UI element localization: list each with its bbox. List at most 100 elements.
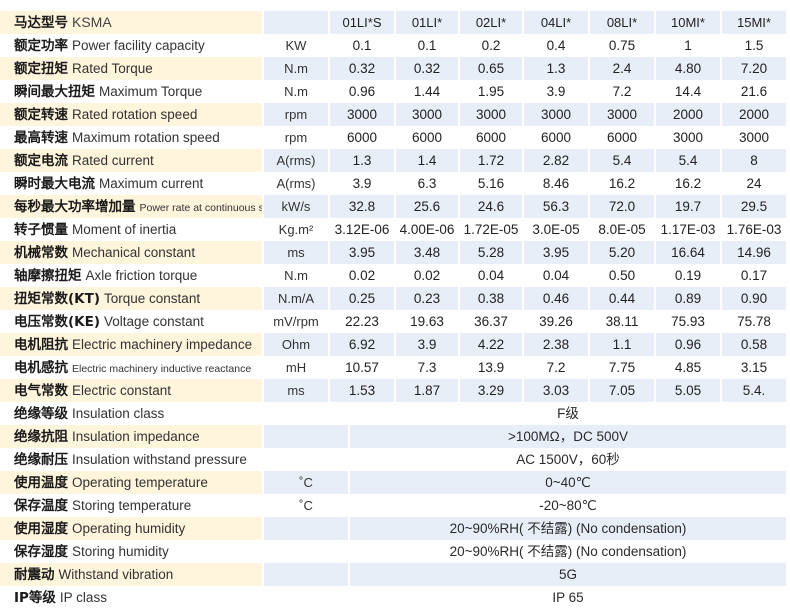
value-cell: 0.1	[330, 34, 394, 57]
unit-cell: N.m/A	[264, 287, 328, 310]
common-spec-row: 耐震动 Withstand vibration 5G	[0, 563, 790, 586]
row-label-en: Operating temperature	[72, 475, 208, 490]
value-cell: 0.02	[330, 264, 394, 287]
row-label-en: Mechanical constant	[72, 245, 196, 260]
row-label: 绝缘等级 Insulation class	[0, 402, 262, 425]
row-label: 使用湿度 Operating humidity	[0, 517, 262, 540]
value-cell: 3.9	[524, 80, 588, 103]
value-cell: 0.32	[330, 57, 394, 80]
row-label: 扭矩常数(KT) Torque constant	[0, 287, 262, 310]
value-cell: 0.46	[524, 287, 588, 310]
value-cell: 3.48	[396, 241, 458, 264]
common-spec-row: 保存温度 Storing temperature ˚C -20~80℃	[0, 494, 790, 517]
value-cell: 16.2	[656, 172, 720, 195]
row-label-en: Axle friction torque	[85, 268, 198, 283]
value-cell: 0.38	[460, 287, 522, 310]
value-cell: 1.72	[460, 149, 522, 172]
row-label-zh: 额定功率	[14, 38, 68, 54]
value-cell: 3.15	[722, 356, 786, 379]
row-label: 瞬间最大扭矩 Maximum Torque	[0, 80, 262, 103]
value-cell: 19.63	[396, 310, 458, 333]
common-spec-row: 使用湿度 Operating humidity 20~90%RH( 不结露) (No…	[0, 517, 790, 540]
spec-row: 电压常数(KE) Voltage constant mV/rpm 22.23 19.63…	[0, 310, 790, 333]
model-header: 08LI*	[590, 11, 654, 34]
value-cell: 1.4	[396, 149, 458, 172]
value-cell: 3.95	[524, 241, 588, 264]
row-label-en: Maximum Torque	[99, 84, 203, 99]
row-label: 绝缘抗阻 Insulation impedance	[0, 425, 262, 448]
row-label: 电压常数(KE) Voltage constant	[0, 310, 262, 333]
header-label-zh: 马达型号	[14, 15, 68, 31]
value-cell: 72.0	[590, 195, 654, 218]
value-cell: 4.22	[460, 333, 522, 356]
value-cell: 21.6	[722, 80, 786, 103]
value-cell: 0.65	[460, 57, 522, 80]
value-cell: 1.5	[722, 34, 786, 57]
row-label: 额定转速 Rated rotation speed	[0, 103, 262, 126]
value-cell: 29.5	[722, 195, 786, 218]
value-cell: 3.9	[396, 333, 458, 356]
row-label-en: IP class	[59, 590, 107, 605]
row-label: 保存温度 Storing temperature	[0, 494, 262, 517]
row-label-en: Rated current	[72, 153, 154, 168]
row-label-en: Electric machinery impedance	[72, 337, 253, 352]
unit-cell: kW/s	[264, 195, 328, 218]
unit-cell: Kg.m²	[264, 218, 328, 241]
value-cell: 2000	[722, 103, 786, 126]
unit-cell: rpm	[264, 103, 328, 126]
row-label-en: Insulation impedance	[72, 429, 200, 444]
common-spec-row: 使用温度 Operating temperature ˚C 0~40℃	[0, 471, 790, 494]
row-label-zh: 电气常数	[14, 383, 68, 399]
value-cell: 56.3	[524, 195, 588, 218]
value-cell: 3.12E-06	[330, 218, 394, 241]
model-header: 01LI*	[396, 11, 458, 34]
spec-row: 扭矩常数(KT) Torque constant N.m/A 0.25 0.23 0.38…	[0, 287, 790, 310]
unit-cell	[264, 402, 348, 425]
value-cell: 1.72E-05	[460, 218, 522, 241]
value-cell: 32.8	[330, 195, 394, 218]
row-label: 绝缘耐压 Insulation withstand pressure	[0, 448, 262, 471]
value-cell: 0.50	[590, 264, 654, 287]
unit-cell	[264, 425, 348, 448]
row-label-zh: 瞬时最大电流	[14, 176, 95, 192]
value-cell: 0.58	[722, 333, 786, 356]
row-label-zh: 绝缘耐压	[14, 452, 68, 468]
value-cell: 0.90	[722, 287, 786, 310]
unit-cell: N.m	[264, 264, 328, 287]
value-cell: 8	[722, 149, 786, 172]
model-header: 04LI*	[524, 11, 588, 34]
shared-value-cell: IP 65	[350, 586, 786, 609]
value-cell: 3.9	[330, 172, 394, 195]
value-cell: 7.20	[722, 57, 786, 80]
row-label: 转子惯量 Moment of inertia	[0, 218, 262, 241]
value-cell: 3000	[330, 103, 394, 126]
model-header: 01LI*S	[330, 11, 394, 34]
value-cell: 0.25	[330, 287, 394, 310]
header-unit-cell	[264, 11, 328, 34]
unit-cell	[264, 540, 348, 563]
value-cell: 0.96	[656, 333, 720, 356]
spec-row: 额定转速 Rated rotation speed rpm 3000 3000 3000 3…	[0, 103, 790, 126]
row-label-en: Moment of inertia	[72, 222, 177, 237]
value-cell: 39.26	[524, 310, 588, 333]
row-label-zh: 额定转速	[14, 107, 68, 123]
value-cell: 14.96	[722, 241, 786, 264]
value-cell: 1.95	[460, 80, 522, 103]
unit-cell: ˚C	[264, 494, 348, 517]
row-label-zh: 绝缘抗阻	[14, 429, 68, 445]
row-label: 轴摩擦扭矩 Axle friction torque	[0, 264, 262, 287]
shared-value-cell: 20~90%RH( 不结露) (No condensation)	[350, 517, 786, 540]
value-cell: 4.00E-06	[396, 218, 458, 241]
row-label-zh: 使用温度	[14, 475, 68, 491]
model-header: 15MI*	[722, 11, 786, 34]
common-spec-row: 绝缘抗阻 Insulation impedance >100MΩ，DC 500V	[0, 425, 790, 448]
value-cell: 2.4	[590, 57, 654, 80]
row-label-zh: 瞬间最大扭矩	[14, 84, 95, 100]
unit-cell: mH	[264, 356, 328, 379]
unit-cell: N.m	[264, 57, 328, 80]
spec-row: 额定扭矩 Rated Torque N.m 0.32 0.32 0.65 1.3 2.4 4.8…	[0, 57, 790, 80]
unit-cell: Ohm	[264, 333, 328, 356]
row-label: 电气常数 Electric constant	[0, 379, 262, 402]
